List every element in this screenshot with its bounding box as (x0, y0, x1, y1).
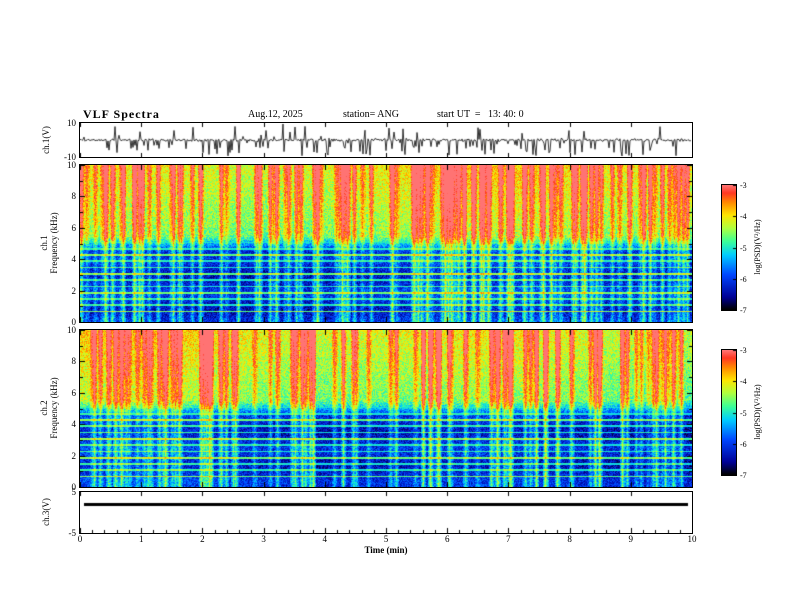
colorbar-tick-label: -7 (740, 471, 747, 480)
colorbar-tick-label: -3 (740, 181, 747, 190)
colorbar-tick-label: -7 (740, 306, 747, 315)
colorbar-tick-label: -4 (740, 212, 747, 222)
ch2-spectrogram-panel (79, 329, 693, 488)
colorbar-ch1-canvas (722, 185, 736, 310)
y-tick-label: -5 (68, 528, 77, 538)
ch3-level-canvas (80, 492, 692, 533)
y-tick-label: 10 (67, 118, 76, 128)
x-tick-label: 5 (383, 534, 389, 544)
y-tick-label: 2 (71, 450, 77, 461)
y-tick-label: 4 (71, 254, 77, 265)
colorbar-tick-label: -5 (740, 243, 747, 253)
x-tick-label: 2 (200, 534, 205, 544)
ch2-spectrogram-canvas (80, 330, 692, 487)
y-tick-label: 8 (71, 356, 77, 367)
station-label: station= ANG (343, 109, 399, 120)
figure-title: VLF Spectra (83, 107, 160, 121)
ch1-waveform-canvas (80, 123, 692, 157)
x-tick-label: 1 (138, 534, 144, 544)
x-tick-label: 9 (628, 534, 634, 544)
y-tick-label: -10 (64, 152, 76, 162)
x-tick-label: 3 (261, 534, 266, 544)
y-tick-label: 10 (67, 325, 76, 335)
y-tick-label: 6 (71, 222, 77, 233)
colorbar-ch2 (721, 349, 737, 476)
y-tick-label: 0 (71, 482, 77, 492)
ch1-spectrogram-ylabel-line2: Frequency (kHz) (49, 212, 59, 274)
y-tick-label: 0 (71, 317, 77, 327)
x-tick-label: 0 (77, 534, 83, 544)
x-tick-label: 8 (567, 534, 572, 544)
ch2-spectrogram-ylabel-line1: ch.2 (39, 400, 49, 416)
colorbar-tick-label: -4 (740, 377, 747, 387)
ch2-spectrogram-ylabel-line2: Frequency (kHz) (49, 377, 59, 439)
colorbar-ch2-canvas (722, 350, 736, 475)
y-tick-label: 6 (71, 387, 77, 398)
ch1-spectrogram-canvas (80, 165, 692, 322)
colorbar-tick-label: -6 (740, 439, 747, 449)
colorbar-tick-label: -6 (740, 274, 747, 284)
y-tick-label: 2 (71, 285, 77, 296)
ch1-waveform-panel (79, 122, 693, 158)
colorbar-tick-label: -3 (740, 346, 747, 355)
x-tick-label: 10 (687, 534, 697, 544)
ch1-spectrogram-ylabel-line1: ch.1 (39, 235, 49, 251)
y-tick-label: 10 (67, 160, 76, 170)
ch1-waveform-ylabel: ch.1(V) (41, 126, 51, 154)
ch3-level-ylabel: ch.3(V) (41, 498, 51, 526)
ch1-spectrogram-panel (79, 164, 693, 323)
y-tick-label: 8 (71, 191, 77, 202)
x-tick-label: 4 (322, 534, 328, 544)
y-tick-label: 4 (71, 419, 77, 430)
y-tick-label: 5 (71, 487, 77, 497)
x-tick-label: 6 (444, 534, 450, 544)
date-label: Aug.12, 2025 (248, 109, 303, 120)
colorbar-tick-label: -5 (740, 408, 747, 418)
ch2-spectrogram-ylabel: ch.2 Frequency (kHz) (39, 377, 59, 438)
ch1-spectrogram-ylabel: ch.1 Frequency (kHz) (39, 212, 59, 273)
colorbar-ch1 (721, 184, 737, 311)
start-ut-label: start UT = 13: 40: 0 (437, 109, 524, 120)
x-axis-title: Time (min) (364, 545, 408, 555)
ch3-level-panel (79, 491, 693, 534)
x-tick-label: 7 (506, 534, 511, 544)
